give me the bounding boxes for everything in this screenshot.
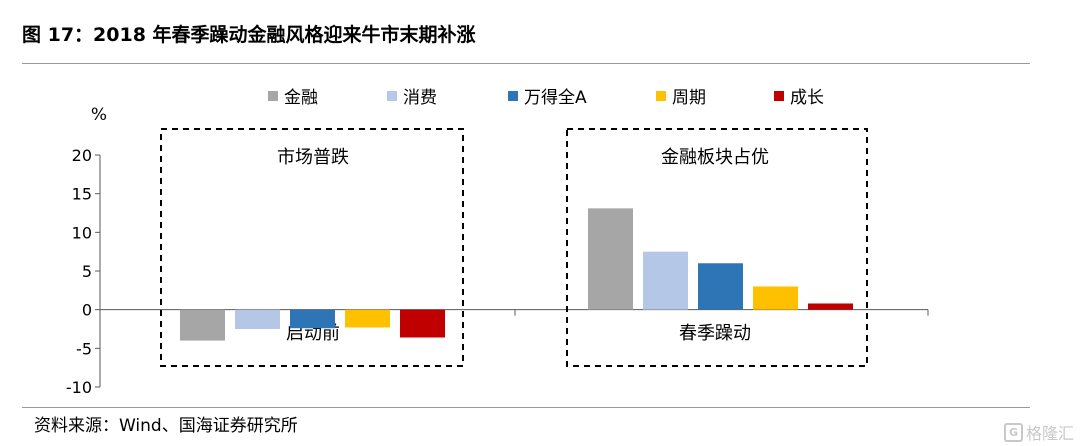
dashed-highlight-box xyxy=(566,128,868,367)
legend-label-成长: 成长 xyxy=(790,88,824,108)
legend-label-金融: 金融 xyxy=(284,88,318,108)
x-category-label: 启动前 xyxy=(286,323,340,344)
watermark-text: 格隆汇 xyxy=(1026,424,1075,443)
source-note: 资料来源：Wind、国海证券研究所 xyxy=(34,416,298,436)
y-tick-label: 10 xyxy=(72,223,92,242)
legend-swatch-金融 xyxy=(268,91,278,101)
legend-swatch-消费 xyxy=(387,91,397,101)
x-category-label: 春季躁动 xyxy=(679,323,751,344)
legend-label-周期: 周期 xyxy=(672,88,706,108)
source-divider xyxy=(22,407,1030,408)
chart-legend: 金融 消费 万得全A 周期 成长 xyxy=(268,88,824,108)
bar-周期 xyxy=(753,286,798,310)
y-tick-label: 15 xyxy=(72,185,92,204)
legend-label-消费: 消费 xyxy=(403,88,437,108)
bar-成长 xyxy=(400,309,445,338)
bar-成长 xyxy=(808,303,853,310)
watermark: G 格隆汇 xyxy=(1004,420,1074,444)
legend-swatch-周期 xyxy=(656,91,666,101)
watermark-logo-icon: G xyxy=(1004,422,1023,442)
y-tick-label: 0 xyxy=(82,301,92,320)
highlight-box-label: 市场普跌 xyxy=(277,147,349,168)
bar-万得全A xyxy=(698,263,743,310)
bar-消费 xyxy=(643,251,688,310)
bar-金融 xyxy=(180,309,225,341)
legend-swatch-成长 xyxy=(774,91,784,101)
y-tick-label: 20 xyxy=(72,146,92,165)
legend-swatch-万得全A xyxy=(508,91,518,101)
chart-axes: 20 15 10 5 0 -5 -10 xyxy=(66,146,929,397)
y-tick-label: 5 xyxy=(82,262,92,281)
legend-label-万得全A: 万得全A xyxy=(524,88,587,108)
title-divider xyxy=(22,63,1030,64)
bar-消费 xyxy=(235,309,280,329)
y-tick-label: -5 xyxy=(76,339,92,358)
y-tick-label: -10 xyxy=(66,378,92,397)
dashed-highlight-box xyxy=(160,128,464,367)
bar-金融 xyxy=(588,208,633,310)
highlight-box-label: 金融板块占优 xyxy=(661,147,769,168)
figure-title: 图 17：2018 年春季躁动金融风格迎来牛市末期补涨 xyxy=(22,24,476,46)
bar-万得全A xyxy=(290,309,335,329)
y-axis-unit-label: % xyxy=(91,105,107,125)
chart-bars xyxy=(180,208,853,341)
bar-周期 xyxy=(345,309,390,328)
